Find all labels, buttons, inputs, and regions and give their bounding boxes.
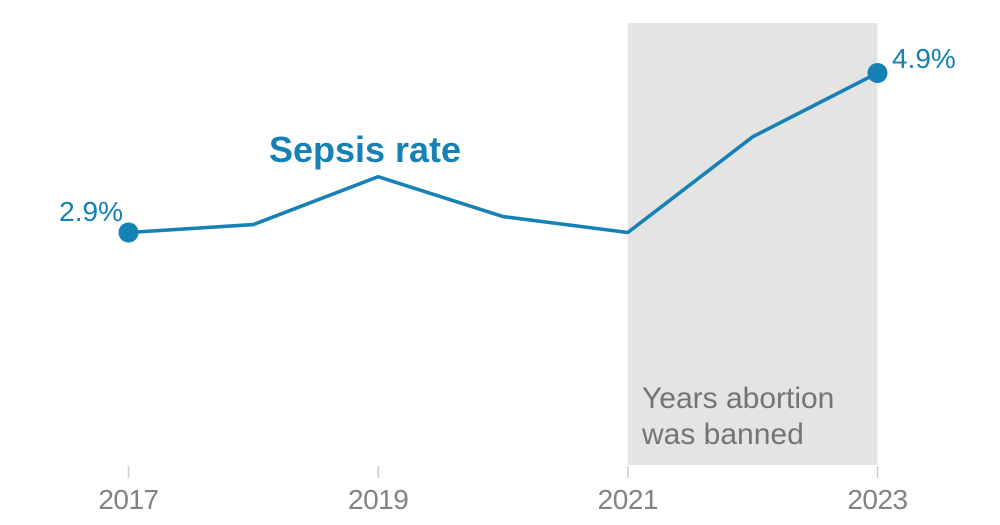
data-point-2017 bbox=[118, 222, 139, 243]
data-point-2023 bbox=[867, 63, 888, 83]
x-axis-label-2021: 2021 bbox=[597, 484, 659, 515]
x-axis-label-2023: 2023 bbox=[847, 484, 908, 515]
sepsis-rate-line bbox=[128, 71, 879, 235]
start-value-label: 2.9% bbox=[59, 196, 123, 227]
x-axis-label-2017: 2017 bbox=[98, 484, 159, 515]
x-axis-label-2019: 2019 bbox=[348, 484, 409, 515]
banned-years-band bbox=[627, 23, 878, 465]
band-annotation-line1: Years abortion bbox=[642, 382, 835, 415]
end-value-label: 4.9% bbox=[892, 43, 956, 74]
band-annotation: Years abortion was banned bbox=[642, 381, 834, 453]
chart-title: Sepsis rate bbox=[268, 129, 462, 170]
band-annotation-line2: was banned bbox=[642, 418, 804, 451]
